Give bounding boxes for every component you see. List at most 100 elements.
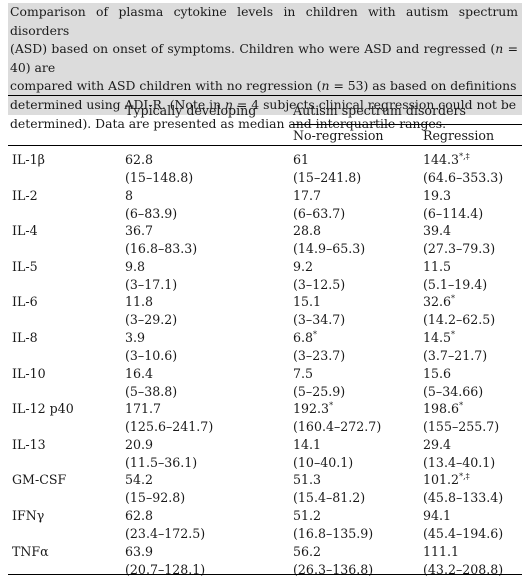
cytokine-label: GM-CSF <box>12 472 67 488</box>
cytokine-label: IL-13 <box>12 436 46 452</box>
td-iqr: (3–29.2) <box>125 312 178 328</box>
regression-median: 94.1 <box>423 508 452 523</box>
regression-iqr: (155–255.7) <box>423 419 500 435</box>
table-caption: Comparison of plasma cytokine levels in … <box>8 3 522 131</box>
cytokine-label: IFNγ <box>12 508 45 523</box>
td-median: 62.8 <box>125 152 154 167</box>
regression-median: 144.3*,‡ <box>423 151 470 167</box>
regression-iqr: (27.3–79.3) <box>423 241 496 257</box>
td-iqr: (20.7–128.1) <box>125 561 206 577</box>
no-regression-iqr: (14.9–65.3) <box>293 241 366 257</box>
td-iqr: (125.6–241.7) <box>125 419 214 435</box>
no-regression-iqr: (15.4–81.2) <box>293 490 366 506</box>
cytokine-label: IL-10 <box>12 365 46 381</box>
no-regression-median: 51.2 <box>293 508 322 523</box>
table-row: IL-8 3.9 (3–10.6) 6.8* (3–23.7) 14.5* (3.7–21.… <box>0 329 529 365</box>
td-iqr: (15–92.8) <box>125 490 186 506</box>
header-asd: Autism spectrum disorders <box>293 103 467 118</box>
table-row: GM-CSF 54.2 (15–92.8) 51.3 (15.4–81.2) 101.2*… <box>0 471 529 507</box>
caption-line-5: determined). Data are presented as media… <box>10 115 447 131</box>
regression-iqr: (5–34.66) <box>423 383 484 399</box>
td-iqr: (6–83.9) <box>125 205 178 221</box>
no-regression-iqr: (16.8–135.9) <box>293 526 374 541</box>
td-median: 171.7 <box>125 401 162 417</box>
no-regression-iqr: (26.3–136.8) <box>293 561 374 577</box>
cytokine-label: IL-8 <box>12 330 38 345</box>
no-regression-median: 6.8* <box>293 329 318 345</box>
table-row: IL-6 11.8 (3–29.2) 15.1 (3–34.7) 32.6* (14.2–6… <box>0 293 529 329</box>
td-median: 3.9 <box>125 330 146 345</box>
regression-iqr: (13.4–40.1) <box>423 454 496 470</box>
no-regression-median: 56.2 <box>293 543 322 559</box>
no-regression-median: 28.8 <box>293 223 322 239</box>
significance-marker: * <box>329 401 334 410</box>
regression-iqr: (3.7–21.7) <box>423 348 488 363</box>
cytokine-label: IL-2 <box>12 187 38 203</box>
significance-marker: *,‡ <box>459 472 470 482</box>
no-regression-iqr: (160.4–272.7) <box>293 419 382 435</box>
table-row: IL-10 16.4 (5–38.8) 7.5 (5–25.9) 15.6 (5–34.66… <box>0 365 529 401</box>
regression-iqr: (43.2–208.8) <box>423 561 504 577</box>
regression-iqr: (6–114.4) <box>423 205 484 221</box>
significance-marker: * <box>459 401 464 410</box>
td-iqr: (16.8–83.3) <box>125 241 198 257</box>
no-regression-iqr: (15–241.8) <box>293 170 362 185</box>
td-iqr: (5–38.8) <box>125 383 178 399</box>
td-iqr: (11.5–36.1) <box>125 454 198 470</box>
td-median: 36.7 <box>125 223 154 239</box>
regression-median: 19.3 <box>423 187 452 203</box>
no-regression-median: 7.5 <box>293 365 314 381</box>
regression-median: 32.6* <box>423 294 456 310</box>
td-median: 9.8 <box>125 258 146 274</box>
regression-iqr: (64.6–353.3) <box>423 170 504 185</box>
regression-median: 29.4 <box>423 436 452 452</box>
regression-median: 14.5* <box>423 329 456 345</box>
table-row: IFNγ 62.8 (23.4–172.5) 51.2 (16.8–135.9) 94.1… <box>0 507 529 543</box>
bottom-rule <box>8 574 522 575</box>
no-regression-median: 17.7 <box>293 187 322 203</box>
td-median: 8 <box>125 187 134 203</box>
asd-underline <box>291 124 522 125</box>
table-row: IL-13 20.9 (11.5–36.1) 14.1 (10–40.1) 29.4 (13… <box>0 436 529 472</box>
td-median: 16.4 <box>125 365 154 381</box>
caption-line-2: (ASD) based on onset of symptoms. Childr… <box>10 41 519 75</box>
cytokine-label: TNFα <box>12 543 49 559</box>
no-regression-iqr: (3–34.7) <box>293 312 346 328</box>
caption-line-3: compared with ASD children with no regre… <box>10 78 517 94</box>
td-iqr: (23.4–172.5) <box>125 526 206 541</box>
top-rule <box>8 95 522 96</box>
regression-iqr: (45.4–194.6) <box>423 526 504 541</box>
significance-marker: *,‡ <box>459 151 470 161</box>
caption-line-4: determined using ADI-R. (Note in n = 4 s… <box>10 96 517 112</box>
cytokine-label: IL-5 <box>12 258 38 274</box>
table-row: IL-2 8 (6–83.9) 17.7 (6–63.7) 19.3 (6–114.4) <box>0 187 529 223</box>
td-iqr: (15–148.8) <box>125 170 194 185</box>
regression-median: 15.6 <box>423 365 452 381</box>
cytokine-label: IL-1β <box>12 152 45 167</box>
regression-iqr: (14.2–62.5) <box>423 312 496 328</box>
no-regression-median: 61 <box>293 152 310 167</box>
regression-median: 39.4 <box>423 223 452 239</box>
table-row: IL-4 36.7 (16.8–83.3) 28.8 (14.9–65.3) 39.4 (2… <box>0 222 529 258</box>
td-median: 62.8 <box>125 508 154 523</box>
regression-median: 198.6* <box>423 401 464 417</box>
no-regression-iqr: (6–63.7) <box>293 205 346 221</box>
table-row: TNFα 63.9 (20.7–128.1) 56.2 (26.3–136.8) 111.… <box>0 543 529 579</box>
td-median: 11.8 <box>125 294 154 310</box>
regression-median: 101.2*,‡ <box>423 472 470 488</box>
td-median: 20.9 <box>125 436 154 452</box>
caption-line-1: Comparison of plasma cytokine levels in … <box>10 4 518 38</box>
td-median: 63.9 <box>125 543 154 559</box>
table-row: IL-12 p40 171.7 (125.6–241.7) 192.3* (160.4–… <box>0 400 529 436</box>
regression-iqr: (5.1–19.4) <box>423 276 488 292</box>
header-no-regression: No-regression <box>293 128 384 143</box>
significance-marker: * <box>451 294 456 304</box>
no-regression-iqr: (3–12.5) <box>293 276 346 292</box>
regression-median: 11.5 <box>423 258 452 274</box>
no-regression-median: 9.2 <box>293 258 314 274</box>
cytokine-label: IL-4 <box>12 223 38 239</box>
table-row: IL-1β 62.8 (15–148.8) 61 (15–241.8) 144.3*,‡ (… <box>0 151 529 187</box>
cytokine-label: IL-12 p40 <box>12 401 74 417</box>
regression-median: 111.1 <box>423 543 460 559</box>
no-regression-iqr: (10–40.1) <box>293 454 354 470</box>
